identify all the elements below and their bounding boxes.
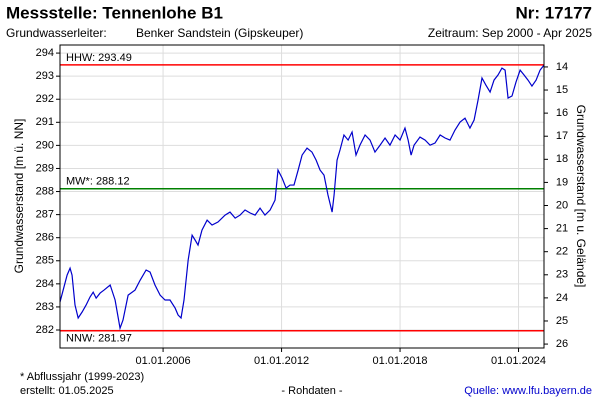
y-axis-label: Grundwasserstand [m ü. NN] <box>12 119 26 274</box>
chart-title: Messstelle: Tennenlohe B1 <box>6 3 223 22</box>
aquifer-label: Grundwasserleiter: <box>6 26 107 40</box>
source: Quelle: www.lfu.bayern.de <box>464 385 592 397</box>
y2-tick-label: 21 <box>556 223 568 235</box>
y-tick-label: 289 <box>36 162 54 174</box>
y2-tick-label: 17 <box>556 130 568 142</box>
y-tick-label: 284 <box>36 278 54 290</box>
y-tick-label: 291 <box>36 116 54 128</box>
y2-tick-label: 18 <box>556 153 568 165</box>
x-tick-label: 01.01.2006 <box>136 355 191 367</box>
footnote: * Abflussjahr (1999-2023) <box>20 371 144 383</box>
y2-tick-label: 22 <box>556 246 568 258</box>
y2-tick-label: 26 <box>556 338 568 350</box>
y-tick-label: 288 <box>36 185 54 197</box>
y2-tick-label: 24 <box>556 292 568 304</box>
period: Zeitraum: Sep 2000 - Apr 2025 <box>428 26 592 40</box>
y-tick-label: 283 <box>36 301 54 313</box>
y-tick-label: 294 <box>36 47 54 59</box>
y-tick-label: 290 <box>36 139 54 151</box>
plot-frame <box>59 44 545 349</box>
created-date: erstellt: 01.05.2025 <box>20 385 114 397</box>
y2-tick-label: 19 <box>556 176 568 188</box>
x-tick-label: 01.01.2018 <box>373 355 428 367</box>
reference-label: NNW: 281.97 <box>66 333 132 345</box>
y-tick-label: 285 <box>36 255 54 267</box>
x-tick-label: 01.01.2024 <box>491 355 546 367</box>
station-number: Nr: 17177 <box>515 3 592 22</box>
y2-tick-label: 15 <box>556 84 568 96</box>
y2-axis-label: Grundwasserstand [m u. Gelände] <box>574 105 588 288</box>
y-tick-label: 282 <box>36 324 54 336</box>
raw-data-note: - Rohdaten - <box>281 385 342 397</box>
y2-tick-label: 14 <box>556 61 568 73</box>
y-tick-label: 287 <box>36 209 54 221</box>
reference-label: MW*: 288.12 <box>66 176 130 188</box>
y2-tick-label: 23 <box>556 269 568 281</box>
y2-tick-label: 16 <box>556 107 568 119</box>
x-tick-label: 01.01.2012 <box>254 355 309 367</box>
y2-tick-label: 20 <box>556 199 568 211</box>
y-tick-label: 292 <box>36 93 54 105</box>
y-tick-label: 293 <box>36 70 54 82</box>
reference-label: HHW: 293.49 <box>66 52 132 64</box>
y2-tick-label: 25 <box>556 315 568 327</box>
aquifer: Benker Sandstein (Gipskeuper) <box>136 26 303 40</box>
series-line <box>59 64 545 331</box>
y-tick-label: 286 <box>36 232 54 244</box>
